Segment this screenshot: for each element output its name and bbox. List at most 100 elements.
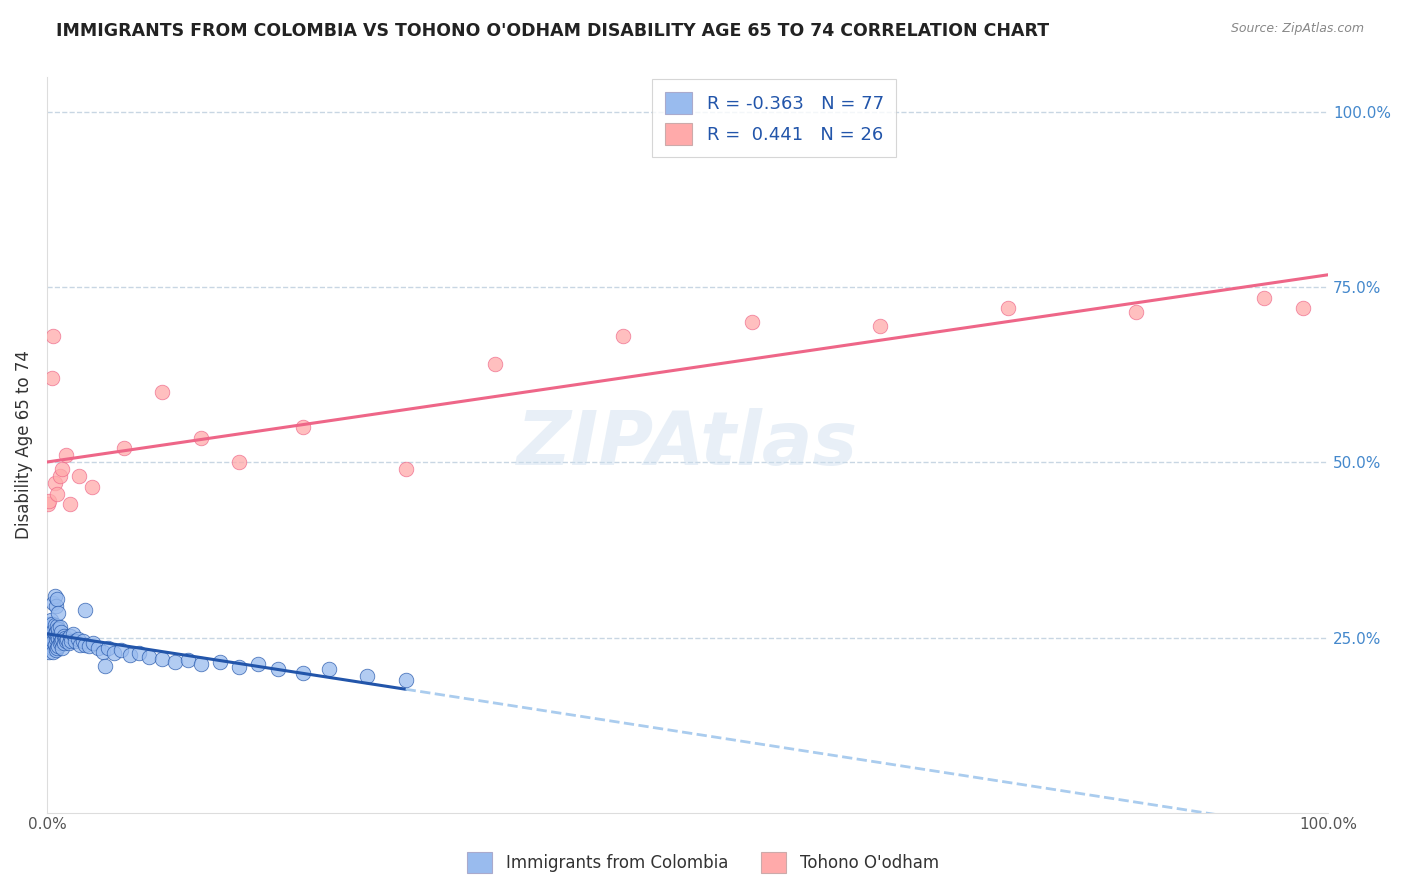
Point: [48, 469, 70, 483]
Point: [63, 634, 86, 648]
Point: [75, 638, 97, 652]
Point: [46, 629, 69, 643]
Point: [120, 648, 142, 662]
Point: [128, 646, 150, 660]
Point: [49, 634, 72, 648]
Point: [395, 462, 418, 476]
Point: [110, 643, 132, 657]
Point: [190, 657, 212, 672]
Point: [39, 620, 62, 634]
Point: [87, 640, 110, 655]
Point: [37, 638, 59, 652]
Point: [45, 624, 67, 639]
Point: [292, 665, 315, 680]
Point: [55, 449, 77, 463]
Point: [55, 634, 77, 648]
Legend: Immigrants from Colombia, Tohono O'odham: Immigrants from Colombia, Tohono O'odham: [461, 846, 945, 880]
Point: [44, 589, 66, 603]
Point: [59, 498, 82, 512]
Point: [292, 420, 315, 434]
Point: [58, 636, 80, 650]
Point: [48, 636, 70, 650]
Point: [46, 592, 69, 607]
Point: [56, 632, 79, 646]
Point: [75, 602, 97, 616]
Point: [1291, 301, 1313, 316]
Point: [42, 644, 65, 658]
Point: [612, 329, 634, 343]
Point: [869, 318, 891, 333]
Point: [38, 631, 60, 645]
Point: [49, 624, 72, 639]
Point: [48, 629, 70, 643]
Point: [59, 629, 82, 643]
Point: [45, 632, 67, 646]
Point: [48, 639, 70, 653]
Point: [52, 636, 75, 650]
Point: [42, 634, 65, 648]
Point: [37, 624, 59, 638]
Point: [112, 442, 135, 456]
Point: [39, 627, 62, 641]
Point: [42, 329, 65, 343]
Point: [356, 669, 378, 683]
Point: [48, 632, 70, 646]
Point: [1253, 291, 1275, 305]
Point: [41, 616, 63, 631]
Point: [163, 655, 186, 669]
Point: [80, 480, 103, 494]
Point: [60, 634, 83, 648]
Point: [38, 644, 60, 658]
Point: [1125, 305, 1147, 319]
Point: [138, 650, 160, 665]
Point: [77, 639, 100, 653]
Text: ZIPAtlas: ZIPAtlas: [517, 409, 858, 482]
Point: [41, 371, 63, 385]
Point: [247, 657, 270, 672]
Point: [48, 622, 70, 636]
Point: [66, 632, 89, 646]
Point: [39, 613, 62, 627]
Point: [38, 494, 60, 508]
Point: [67, 469, 90, 483]
Point: [484, 358, 506, 372]
Point: [91, 644, 114, 658]
Point: [44, 627, 66, 641]
Point: [42, 595, 65, 609]
Point: [150, 651, 173, 665]
Point: [103, 646, 125, 660]
Legend: R = -0.363   N = 77, R =  0.441   N = 26: R = -0.363 N = 77, R = 0.441 N = 26: [652, 79, 896, 158]
Point: [190, 431, 212, 445]
Point: [41, 631, 63, 645]
Text: Source: ZipAtlas.com: Source: ZipAtlas.com: [1230, 22, 1364, 36]
Point: [37, 498, 59, 512]
Point: [42, 624, 65, 638]
Point: [741, 316, 763, 330]
Point: [52, 629, 75, 643]
Point: [48, 606, 70, 620]
Point: [44, 618, 66, 632]
Point: [228, 660, 250, 674]
Point: [46, 487, 69, 501]
Point: [51, 462, 73, 476]
Point: [62, 627, 84, 641]
Point: [997, 301, 1019, 316]
Point: [44, 476, 66, 491]
Y-axis label: Disability Age 65 to 74: Disability Age 65 to 74: [15, 351, 32, 540]
Point: [228, 455, 250, 469]
Point: [41, 640, 63, 655]
Point: [208, 655, 231, 669]
Point: [45, 599, 67, 613]
Point: [266, 662, 288, 676]
Point: [51, 640, 73, 655]
Point: [39, 638, 62, 652]
Point: [72, 634, 94, 648]
Point: [69, 638, 91, 652]
Point: [177, 653, 200, 667]
Point: [48, 620, 70, 634]
Point: [93, 658, 115, 673]
Point: [38, 616, 60, 631]
Point: [395, 673, 418, 687]
Point: [46, 640, 69, 655]
Point: [51, 632, 73, 646]
